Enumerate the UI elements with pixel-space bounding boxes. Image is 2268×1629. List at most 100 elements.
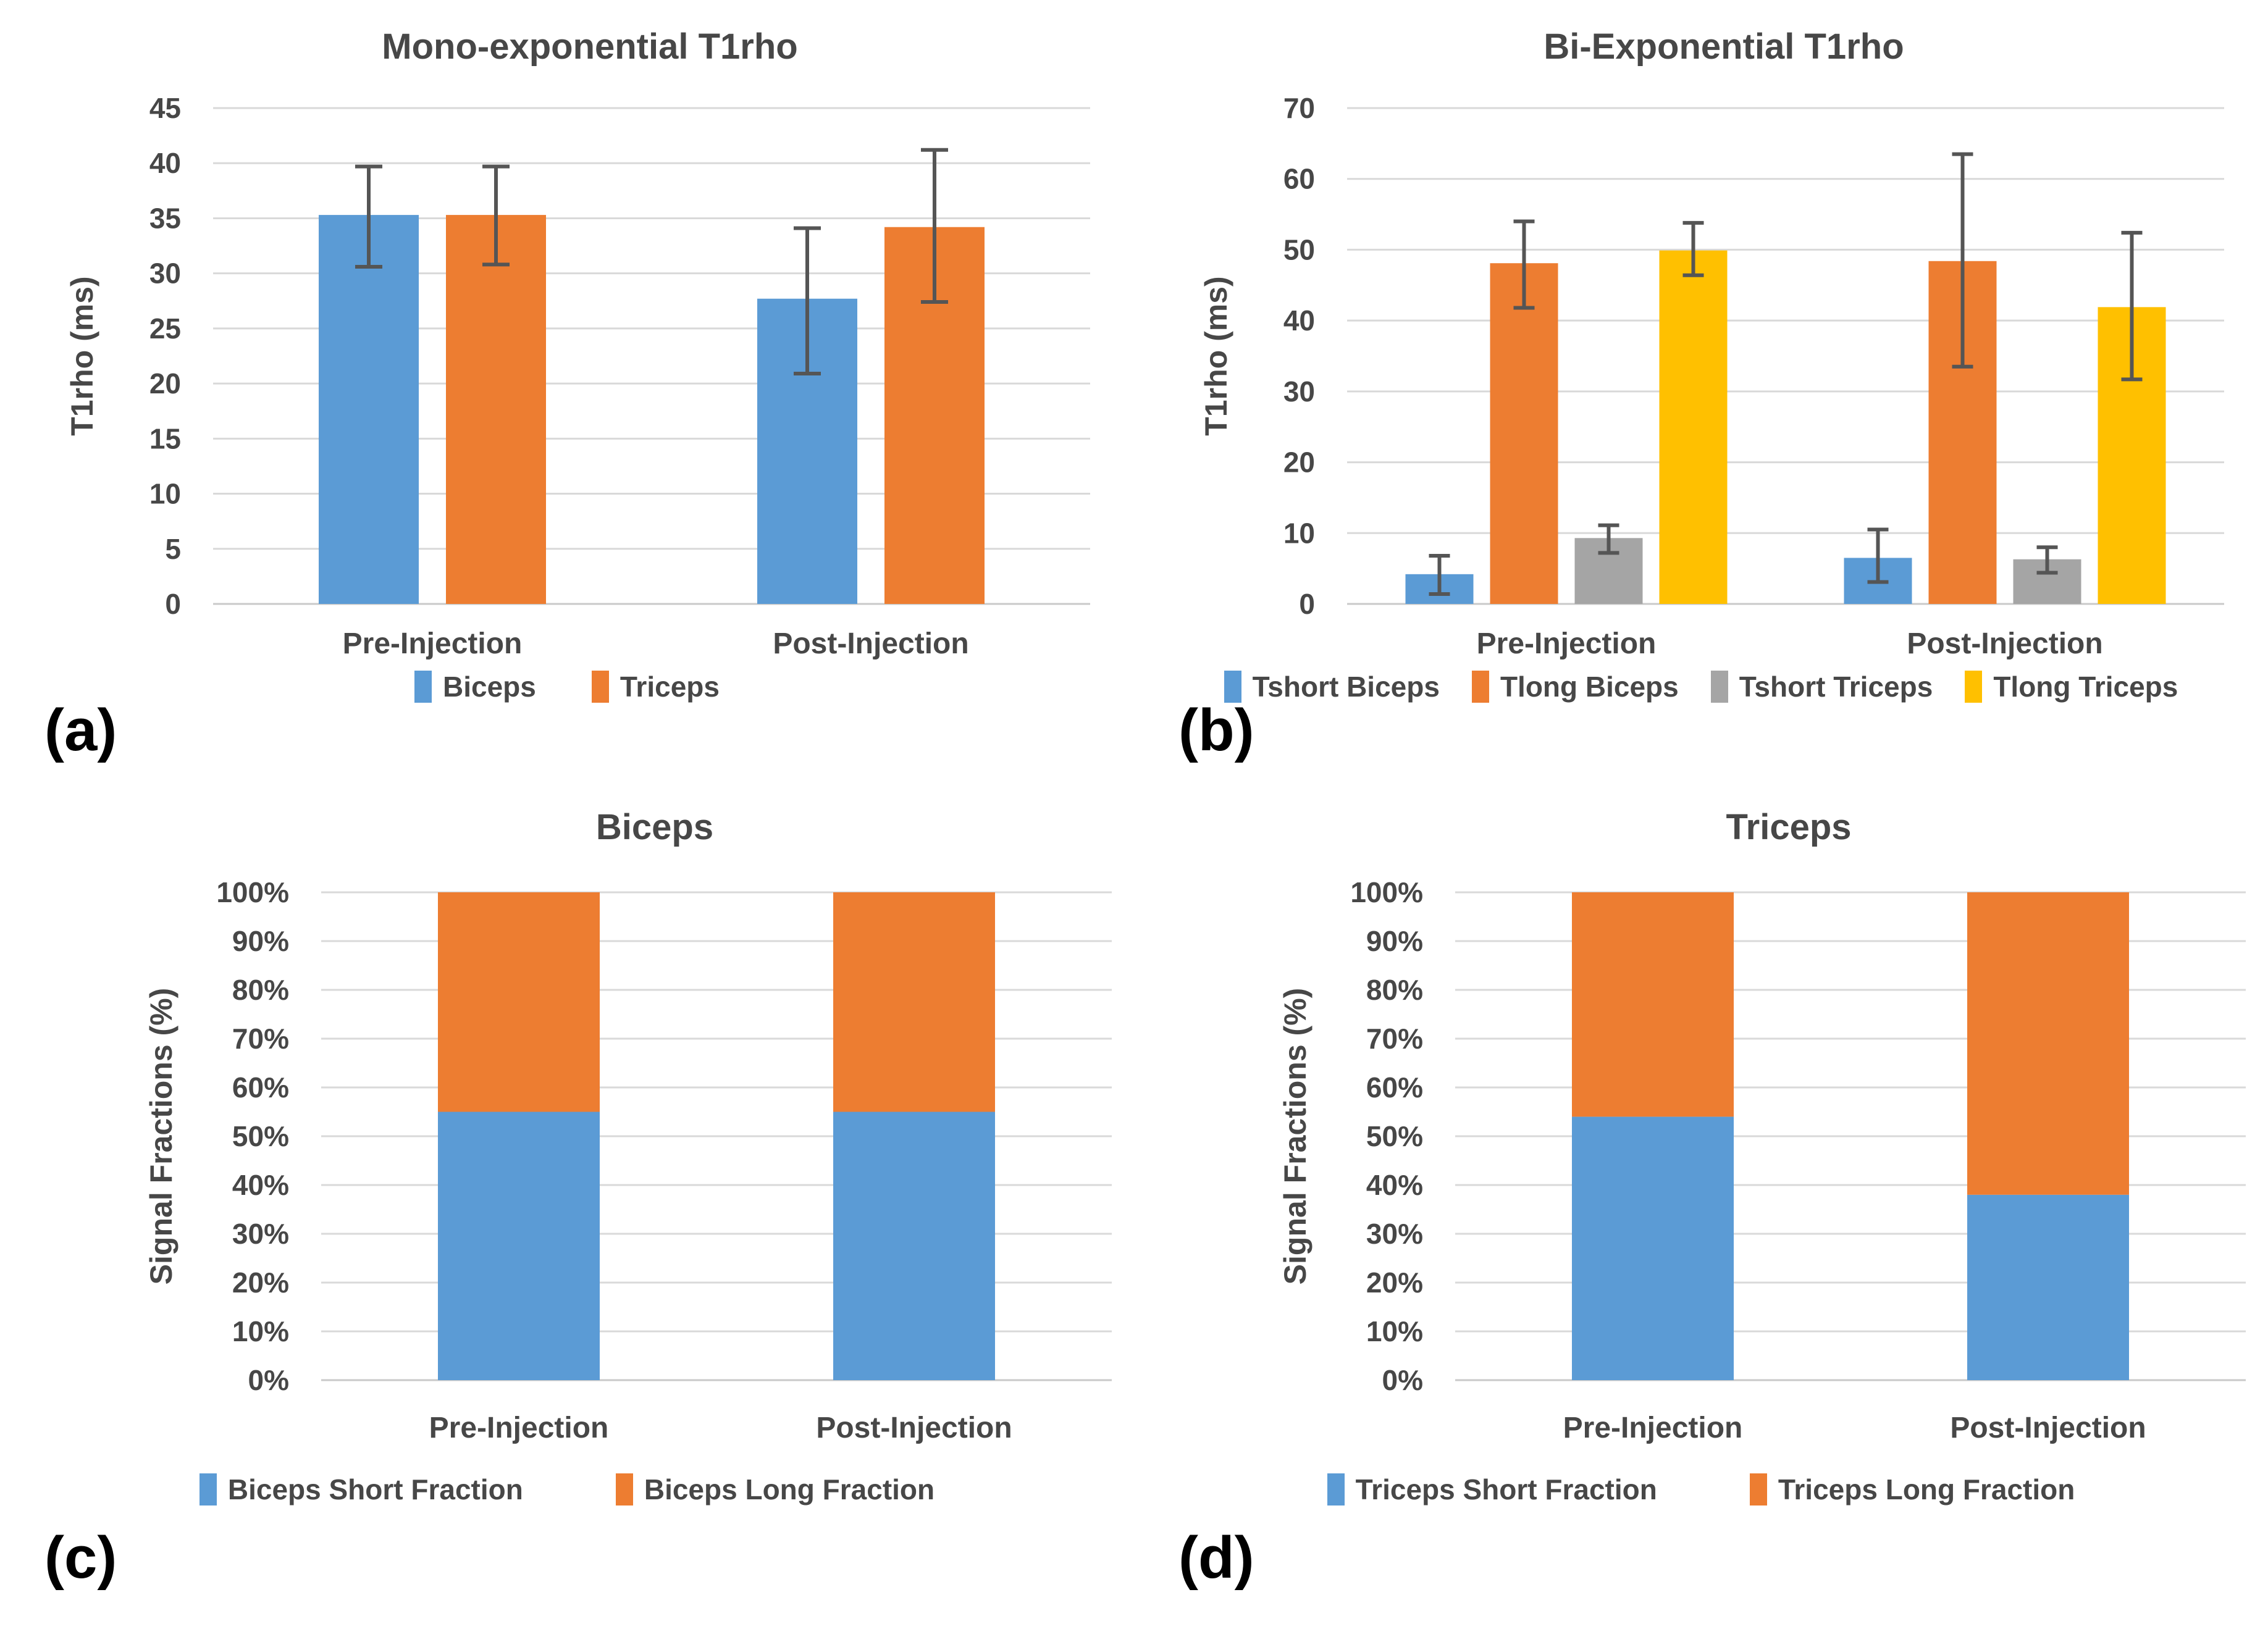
- legend-swatch: [1710, 671, 1728, 703]
- legend-item: Tlong Biceps: [1471, 670, 1679, 703]
- y-tick-label: 15: [149, 422, 181, 454]
- legend-swatch: [1327, 1473, 1345, 1505]
- y-axis-title: Signal Fractions (%): [144, 988, 178, 1285]
- chart-title: Biceps: [595, 807, 714, 847]
- legend-swatch: [1471, 671, 1489, 703]
- legend-label: Tshort Biceps: [1252, 671, 1440, 703]
- y-tick-label: 80%: [232, 974, 289, 1006]
- y-tick-label: 5: [165, 533, 181, 565]
- legend-swatch: [1749, 1473, 1767, 1505]
- y-tick-label: 10: [149, 478, 181, 510]
- y-tick-label: 100%: [216, 876, 289, 908]
- y-tick-label: 30: [149, 258, 181, 290]
- panel-label-b: (b): [1178, 697, 1254, 763]
- stacked-bar-segment: [1967, 1194, 2129, 1380]
- chart-canvas-mono: 0 5 10 15 20 25 30 35 40 45 T1rho (ms) Pre-Injectio…: [65, 92, 1090, 660]
- category-label: Post-Injection: [1950, 1412, 2146, 1444]
- legend-label: Triceps: [620, 671, 720, 703]
- y-tick-label: 10%: [232, 1315, 289, 1347]
- stacked-bar-segment: [1572, 1116, 1734, 1380]
- legend-item: Biceps: [414, 670, 536, 703]
- legend-item: Tshort Biceps: [1224, 670, 1440, 703]
- category-label: Post-Injection: [1907, 627, 2102, 660]
- category-label: Post-Injection: [773, 627, 968, 660]
- legend-item: Biceps Short Fraction: [199, 1473, 523, 1506]
- legend-label: Biceps Short Fraction: [227, 1473, 523, 1505]
- y-tick-label: 0%: [248, 1364, 289, 1396]
- legend-swatch: [591, 671, 609, 703]
- y-tick-label: 70%: [1366, 1023, 1423, 1055]
- y-tick-label: 50%: [1366, 1120, 1423, 1152]
- y-axis-title: T1rho (ms): [65, 276, 99, 435]
- bar: [1659, 250, 1728, 605]
- legend-label: Triceps Long Fraction: [1778, 1473, 2075, 1505]
- legend-item: Triceps Short Fraction: [1327, 1473, 1657, 1506]
- y-tick-label: 30: [1283, 375, 1315, 408]
- stacked-bar-segment: [1967, 892, 2129, 1195]
- y-tick-label: 70: [1283, 92, 1315, 124]
- y-tick-label: 25: [149, 312, 181, 345]
- y-tick-label: 50%: [232, 1120, 289, 1152]
- panel-label-c: (c): [44, 1525, 117, 1591]
- legend: Triceps Short Fraction Triceps Long Fract…: [1134, 1473, 2268, 1506]
- legend-label: Tlong Biceps: [1500, 671, 1679, 703]
- y-tick-label: 30%: [232, 1218, 289, 1250]
- chart-title: Bi-Exponential T1rho: [1544, 27, 1904, 67]
- y-tick-label: 20: [149, 367, 181, 400]
- panel-label-a: (a): [44, 697, 117, 763]
- category-label: Pre-Injection: [1477, 627, 1657, 660]
- y-tick-label: 45: [149, 92, 181, 124]
- bar: [1490, 263, 1558, 605]
- legend-item: Tlong Triceps: [1965, 670, 2178, 703]
- legend-swatch: [1965, 671, 1983, 703]
- y-tick-label: 0: [165, 588, 181, 620]
- y-axis-title: Signal Fractions (%): [1278, 988, 1312, 1285]
- y-tick-label: 35: [149, 202, 181, 234]
- y-tick-label: 50: [1283, 233, 1315, 266]
- legend: Biceps Short Fraction Biceps Long Fractio…: [0, 1473, 1134, 1506]
- legend-swatch: [1224, 671, 1241, 703]
- y-tick-label: 20: [1283, 446, 1315, 479]
- category-label: Pre-Injection: [343, 627, 523, 660]
- category-label: Pre-Injection: [1563, 1412, 1743, 1444]
- legend-label: Tlong Triceps: [1993, 671, 2178, 703]
- bar: [319, 215, 419, 604]
- y-tick-label: 40: [1283, 304, 1315, 337]
- legend-label: Biceps Long Fraction: [644, 1473, 935, 1505]
- chart-title: Triceps: [1726, 807, 1852, 847]
- legend-swatch: [199, 1473, 217, 1505]
- legend-swatch: [615, 1473, 633, 1505]
- y-tick-label: 20%: [1366, 1267, 1423, 1299]
- y-tick-label: 40%: [232, 1169, 289, 1201]
- stacked-bar-segment: [1572, 892, 1734, 1117]
- legend-item: Triceps Long Fraction: [1749, 1473, 2075, 1506]
- y-tick-label: 70%: [232, 1023, 289, 1055]
- legend-item: Tshort Triceps: [1710, 670, 1933, 703]
- y-tick-label: 90%: [232, 925, 289, 957]
- y-tick-label: 100%: [1350, 876, 1423, 908]
- legend-item: Triceps: [591, 670, 720, 703]
- legend: Biceps Triceps: [0, 670, 1134, 703]
- y-tick-label: 10: [1283, 517, 1315, 549]
- legend-label: Biceps: [443, 671, 536, 703]
- y-tick-label: 0: [1299, 588, 1315, 620]
- legend-swatch: [414, 671, 432, 703]
- y-tick-label: 60%: [232, 1071, 289, 1103]
- legend: Tshort Biceps Tlong Biceps Tshort Triceps T…: [1134, 670, 2268, 703]
- panel-mono-exponential: Mono-exponential T1rho 0 5 10 15 20 25 30 35 40 4…: [0, 0, 1134, 803]
- y-tick-label: 80%: [1366, 974, 1423, 1006]
- y-tick-label: 30%: [1366, 1218, 1423, 1250]
- y-tick-label: 0%: [1382, 1364, 1423, 1396]
- y-tick-label: 60%: [1366, 1071, 1423, 1103]
- chart-canvas-bi: 0 10 20 30 40 50 60 70 T1rho (ms) Pre-Injection Po…: [1199, 92, 2224, 660]
- y-tick-label: 40%: [1366, 1169, 1423, 1201]
- chart-canvas-biceps: 0% 10% 20% 30% 40% 50% 60% 70% 80% 90% 100% Signal …: [144, 876, 1112, 1444]
- y-tick-label: 90%: [1366, 925, 1423, 957]
- chart-canvas-triceps: 0% 10% 20% 30% 40% 50% 60% 70% 80% 90% 100% Signal …: [1278, 876, 2246, 1444]
- chart-title: Mono-exponential T1rho: [382, 27, 798, 67]
- panel-bi-exponential: Bi-Exponential T1rho 0 10 20 30 40 50 60 70 T1rh…: [1134, 0, 2268, 803]
- stacked-bar-segment: [833, 892, 995, 1112]
- category-label: Pre-Injection: [429, 1412, 609, 1444]
- category-label: Post-Injection: [816, 1412, 1012, 1444]
- panel-label-d: (d): [1178, 1525, 1254, 1591]
